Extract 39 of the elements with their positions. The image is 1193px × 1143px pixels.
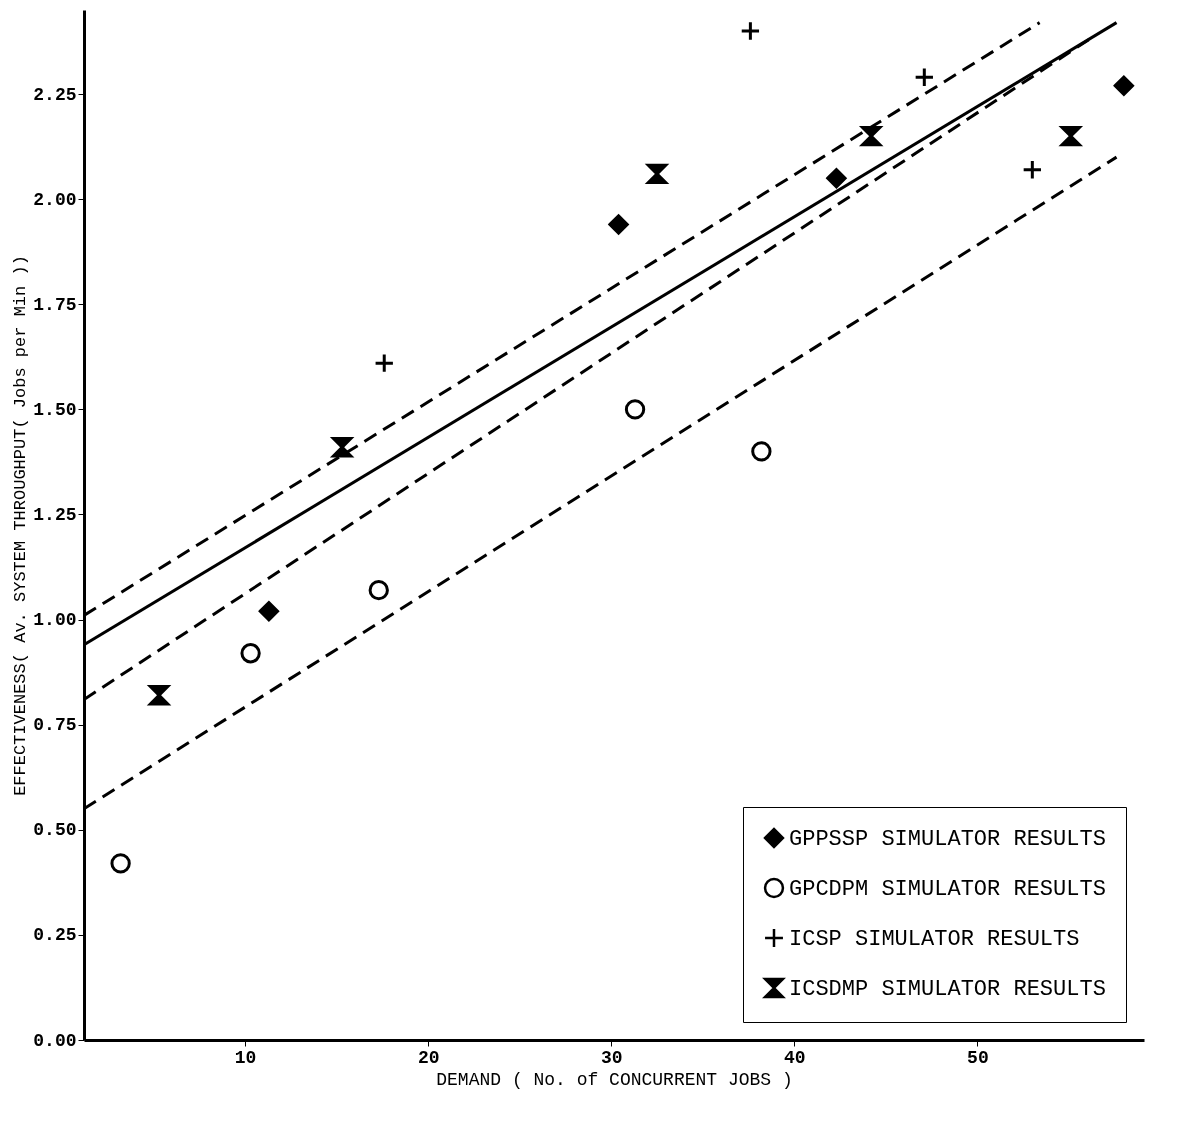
x-tick-label: 40 bbox=[784, 1047, 806, 1068]
point bbox=[740, 20, 761, 42]
point bbox=[110, 853, 131, 874]
y-tick-label: 1.25 bbox=[33, 504, 77, 525]
legend-label: GPPSSP SIMULATOR RESULTS bbox=[789, 827, 1106, 852]
point bbox=[914, 67, 935, 88]
x-tick-label: 50 bbox=[967, 1047, 989, 1068]
point bbox=[644, 163, 670, 185]
point bbox=[859, 125, 884, 147]
point bbox=[1022, 159, 1043, 180]
point bbox=[258, 601, 280, 622]
x-axis-title: DEMAND ( No. of CONCURRENT JOBS ) bbox=[436, 1069, 793, 1090]
y-tick-label: 0.75 bbox=[33, 715, 77, 736]
point bbox=[374, 352, 395, 374]
x-tick-label: 20 bbox=[417, 1047, 440, 1068]
y-tick-label: 1.75 bbox=[33, 294, 77, 315]
y-tick-label: 1.50 bbox=[33, 399, 77, 420]
point bbox=[608, 214, 629, 235]
point bbox=[1113, 75, 1135, 96]
point bbox=[240, 643, 261, 664]
legend-label: GPCDPM SIMULATOR RESULTS bbox=[789, 877, 1106, 902]
y-tick-label: 0.50 bbox=[33, 820, 77, 841]
point bbox=[368, 580, 389, 601]
legend-label: ICSDMP SIMULATOR RESULTS bbox=[789, 977, 1106, 1002]
y-tick-label: 1.00 bbox=[33, 610, 77, 631]
point bbox=[146, 685, 172, 706]
y-tick-label: 2.25 bbox=[33, 84, 77, 105]
legend-label: ICSP SIMULATOR RESULTS bbox=[789, 927, 1080, 952]
y-tick-label: 0.25 bbox=[33, 925, 77, 946]
point bbox=[1058, 125, 1083, 147]
point bbox=[751, 441, 772, 462]
point bbox=[826, 168, 847, 189]
y-tick-label: 2.00 bbox=[33, 189, 77, 210]
y-tick-label: 0.00 bbox=[33, 1030, 77, 1051]
x-tick-label: 30 bbox=[600, 1047, 623, 1068]
point bbox=[330, 437, 355, 458]
x-tick-label: 10 bbox=[234, 1047, 257, 1068]
point bbox=[624, 399, 646, 420]
y-axis-title: EFFECTIVENESS( Av. SYSTEM THROUGHPUT( Jobs per Min )) bbox=[11, 255, 31, 796]
